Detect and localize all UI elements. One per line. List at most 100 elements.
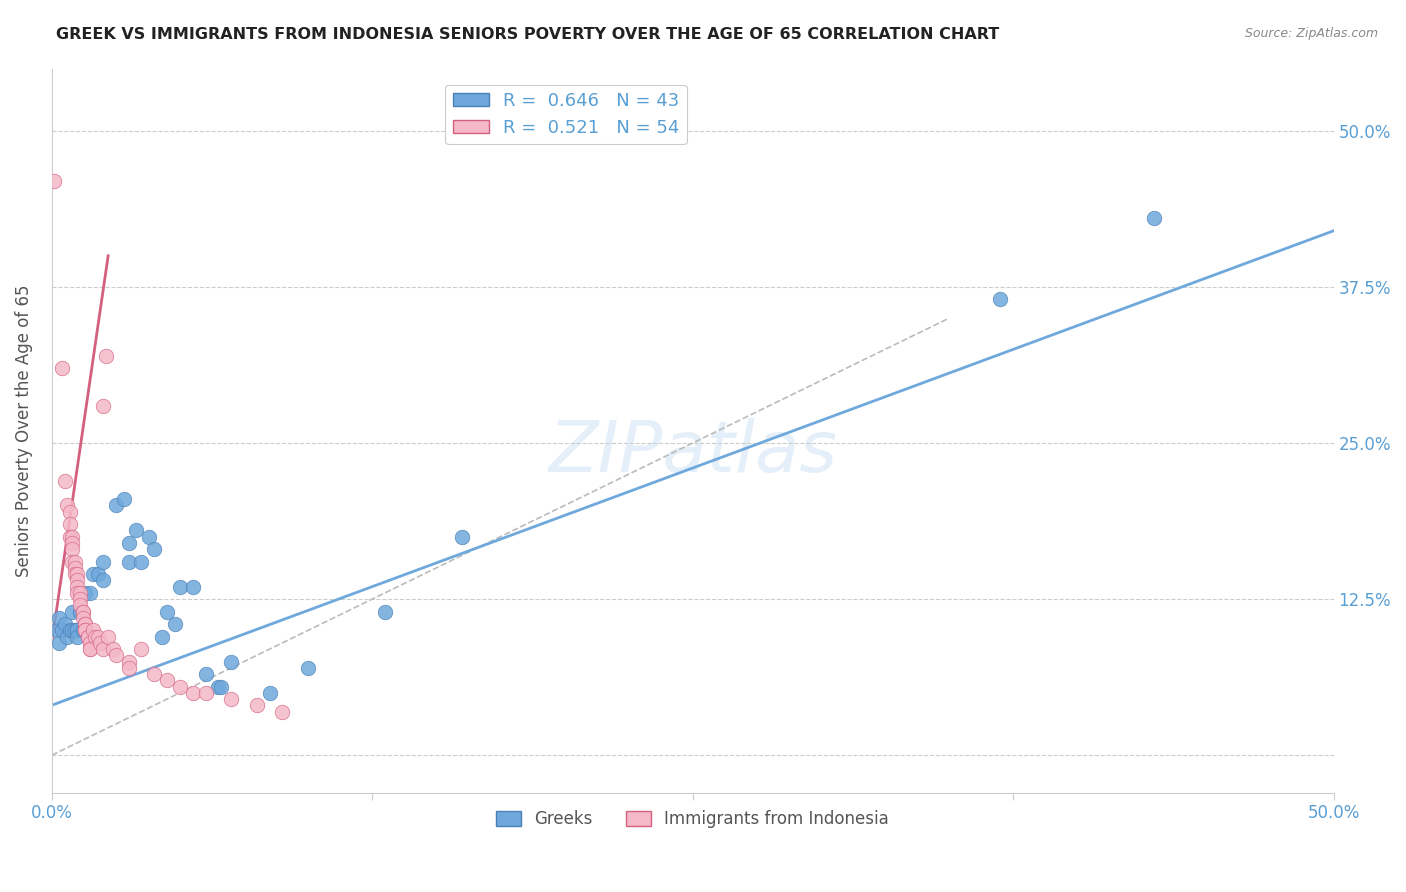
Point	[988, 293, 1011, 307]
Point	[194, 667, 217, 681]
Point	[118, 555, 141, 569]
Point	[59, 517, 82, 532]
Point	[60, 536, 83, 550]
Point	[150, 630, 173, 644]
Point	[48, 611, 70, 625]
Point	[56, 630, 79, 644]
Point	[59, 505, 82, 519]
Point	[51, 624, 73, 638]
Text: Source: ZipAtlas.com: Source: ZipAtlas.com	[1244, 27, 1378, 40]
Text: ZIPatlas: ZIPatlas	[548, 417, 837, 487]
Point	[79, 642, 101, 657]
Point	[44, 174, 66, 188]
Point	[76, 630, 98, 644]
Point	[60, 530, 83, 544]
Point	[451, 530, 474, 544]
Point	[82, 624, 104, 638]
Point	[143, 667, 166, 681]
Point	[163, 617, 186, 632]
Point	[75, 624, 97, 638]
Point	[118, 661, 141, 675]
Point	[66, 630, 89, 644]
Point	[69, 605, 91, 619]
Point	[297, 661, 319, 675]
Point	[112, 492, 135, 507]
Point	[76, 630, 98, 644]
Point	[87, 567, 110, 582]
Point	[169, 680, 191, 694]
Point	[72, 605, 94, 619]
Point	[194, 686, 217, 700]
Point	[60, 624, 83, 638]
Point	[156, 605, 179, 619]
Point	[79, 586, 101, 600]
Legend: Greeks, Immigrants from Indonesia: Greeks, Immigrants from Indonesia	[489, 804, 896, 835]
Point	[63, 561, 86, 575]
Point	[53, 474, 76, 488]
Point	[60, 555, 83, 569]
Point	[219, 655, 242, 669]
Point	[207, 680, 229, 694]
Point	[75, 617, 97, 632]
Point	[51, 361, 73, 376]
Point	[72, 605, 94, 619]
Point	[91, 574, 114, 588]
Point	[60, 605, 83, 619]
Point	[138, 530, 160, 544]
Point	[69, 586, 91, 600]
Point	[94, 349, 117, 363]
Point	[79, 636, 101, 650]
Point	[53, 617, 76, 632]
Point	[103, 642, 125, 657]
Point	[66, 567, 89, 582]
Point	[66, 586, 89, 600]
Point	[104, 499, 127, 513]
Point	[72, 624, 94, 638]
Point	[87, 630, 110, 644]
Point	[97, 630, 120, 644]
Point	[66, 580, 89, 594]
Point	[219, 692, 242, 706]
Point	[209, 680, 232, 694]
Point	[48, 636, 70, 650]
Point	[271, 705, 294, 719]
Point	[181, 686, 204, 700]
Point	[259, 686, 281, 700]
Point	[56, 499, 79, 513]
Point	[75, 586, 97, 600]
Point	[82, 567, 104, 582]
Point	[63, 567, 86, 582]
Y-axis label: Seniors Poverty Over the Age of 65: Seniors Poverty Over the Age of 65	[15, 285, 32, 577]
Point	[69, 592, 91, 607]
Point	[59, 530, 82, 544]
Point	[89, 636, 111, 650]
Point	[72, 611, 94, 625]
Point	[118, 536, 141, 550]
Point	[59, 624, 82, 638]
Point	[91, 642, 114, 657]
Point	[60, 542, 83, 557]
Point	[66, 574, 89, 588]
Point	[374, 605, 396, 619]
Point	[169, 580, 191, 594]
Point	[63, 624, 86, 638]
Point	[156, 673, 179, 688]
Point	[246, 698, 269, 713]
Point	[45, 624, 67, 638]
Point	[84, 630, 107, 644]
Point	[131, 555, 153, 569]
Point	[91, 555, 114, 569]
Point	[75, 624, 97, 638]
Point	[181, 580, 204, 594]
Point	[131, 642, 153, 657]
Text: GREEK VS IMMIGRANTS FROM INDONESIA SENIORS POVERTY OVER THE AGE OF 65 CORRELATIO: GREEK VS IMMIGRANTS FROM INDONESIA SENIO…	[56, 27, 1000, 42]
Point	[66, 624, 89, 638]
Point	[104, 648, 127, 663]
Point	[143, 542, 166, 557]
Point	[91, 399, 114, 413]
Point	[75, 617, 97, 632]
Point	[125, 524, 148, 538]
Point	[1143, 211, 1166, 226]
Point	[79, 642, 101, 657]
Point	[118, 655, 141, 669]
